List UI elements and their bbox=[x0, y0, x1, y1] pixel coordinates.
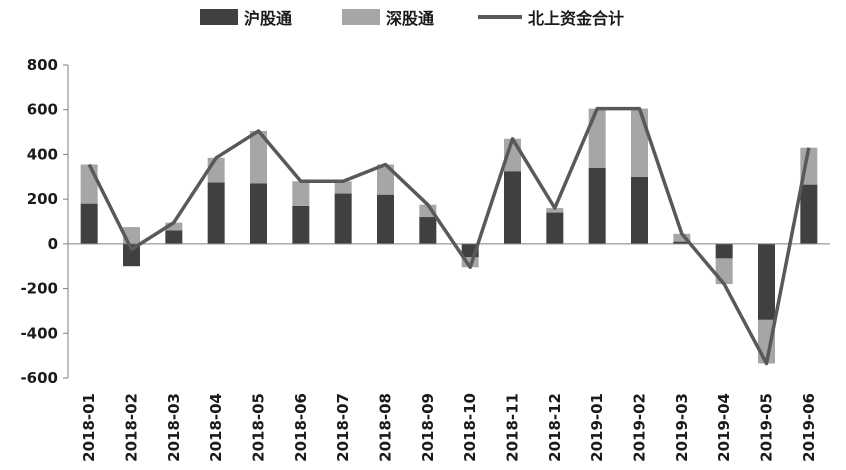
legend-label-sh-connect: 沪股通 bbox=[244, 9, 292, 28]
legend-swatch-sz-connect bbox=[342, 9, 380, 25]
x-tick-label: 2018-02 bbox=[123, 393, 141, 462]
bar-sz-connect bbox=[334, 181, 352, 194]
bar-sh-connect bbox=[588, 167, 606, 244]
bar-sh-connect bbox=[377, 194, 394, 244]
bar-sz-connect bbox=[80, 164, 98, 204]
line-total-northbound bbox=[87, 106, 811, 366]
y-axis: 800 600 400 200 0 -200 -400 -600 bbox=[20, 56, 69, 387]
bar-sh-connect bbox=[80, 203, 98, 244]
y-tick-label: 600 bbox=[27, 101, 58, 119]
legend-label-total: 北上资金合计 bbox=[528, 9, 624, 28]
x-tick-label: 2019-04 bbox=[715, 393, 733, 462]
y-tick-label: -600 bbox=[20, 369, 58, 387]
bar-sh-connect bbox=[631, 176, 648, 244]
bar-sz-connect bbox=[588, 108, 606, 168]
y-tick-label: 400 bbox=[27, 145, 58, 163]
legend-swatch-sh-connect bbox=[200, 9, 238, 25]
bar-sh-connect bbox=[546, 212, 564, 244]
x-tick-label: 2018-04 bbox=[207, 393, 225, 462]
line-layer bbox=[87, 106, 811, 366]
bar-sh-connect bbox=[123, 243, 140, 267]
bar-sh-connect bbox=[250, 183, 267, 244]
bar-sz-connect bbox=[715, 258, 733, 285]
x-tick-label: 2018-11 bbox=[504, 393, 522, 462]
bar-sh-connect bbox=[673, 241, 691, 244]
x-tick-label: 2018-09 bbox=[419, 393, 437, 462]
x-tick-label: 2018-03 bbox=[165, 393, 183, 462]
bar-sh-connect bbox=[292, 205, 310, 244]
y-tick-label: -400 bbox=[20, 324, 58, 342]
x-tick-label: 2018-08 bbox=[377, 393, 395, 462]
legend: 沪股通 深股通 北上资金合计 bbox=[200, 9, 624, 28]
y-tick-label: -200 bbox=[20, 280, 58, 298]
bar-sz-connect bbox=[250, 130, 267, 184]
bar-sh-connect bbox=[504, 171, 521, 244]
x-tick-label: 2018-07 bbox=[334, 393, 352, 462]
bar-sh-connect bbox=[758, 243, 775, 320]
y-tick-label: 800 bbox=[27, 56, 58, 74]
bar-sz-connect bbox=[377, 164, 394, 195]
bar-sz-connect bbox=[546, 208, 564, 213]
bar-sz-connect bbox=[165, 222, 183, 231]
x-axis: 2018-01 2018-02 2018-03 2018-04 2018-05 2018-… bbox=[68, 243, 830, 462]
bar-sh-connect bbox=[165, 230, 183, 244]
legend-label-sz-connect: 深股通 bbox=[386, 9, 434, 28]
x-tick-label: 2018-01 bbox=[80, 393, 98, 462]
bar-sz-connect bbox=[631, 108, 648, 177]
bar-sz-connect bbox=[673, 233, 691, 242]
bar-sh-connect bbox=[207, 182, 225, 244]
bar-sh-connect bbox=[334, 193, 352, 244]
x-tick-label: 2019-03 bbox=[673, 393, 691, 462]
x-tick-label: 2018-10 bbox=[461, 393, 479, 462]
bar-sz-connect bbox=[292, 181, 310, 206]
x-tick-label: 2019-01 bbox=[588, 393, 606, 462]
x-tick-label: 2019-02 bbox=[631, 393, 649, 462]
bar-sh-connect bbox=[419, 217, 437, 244]
x-tick-label: 2019-06 bbox=[800, 393, 818, 462]
bar-sh-connect bbox=[800, 184, 818, 244]
y-tick-label: 0 bbox=[48, 235, 58, 253]
x-tick-label: 2018-05 bbox=[250, 393, 268, 462]
y-tick-label: 200 bbox=[27, 190, 58, 208]
x-tick-label: 2018-06 bbox=[292, 393, 310, 462]
x-tick-label: 2019-05 bbox=[758, 393, 776, 462]
bar-sh-connect bbox=[715, 243, 733, 259]
x-tick-label: 2018-12 bbox=[546, 393, 564, 462]
